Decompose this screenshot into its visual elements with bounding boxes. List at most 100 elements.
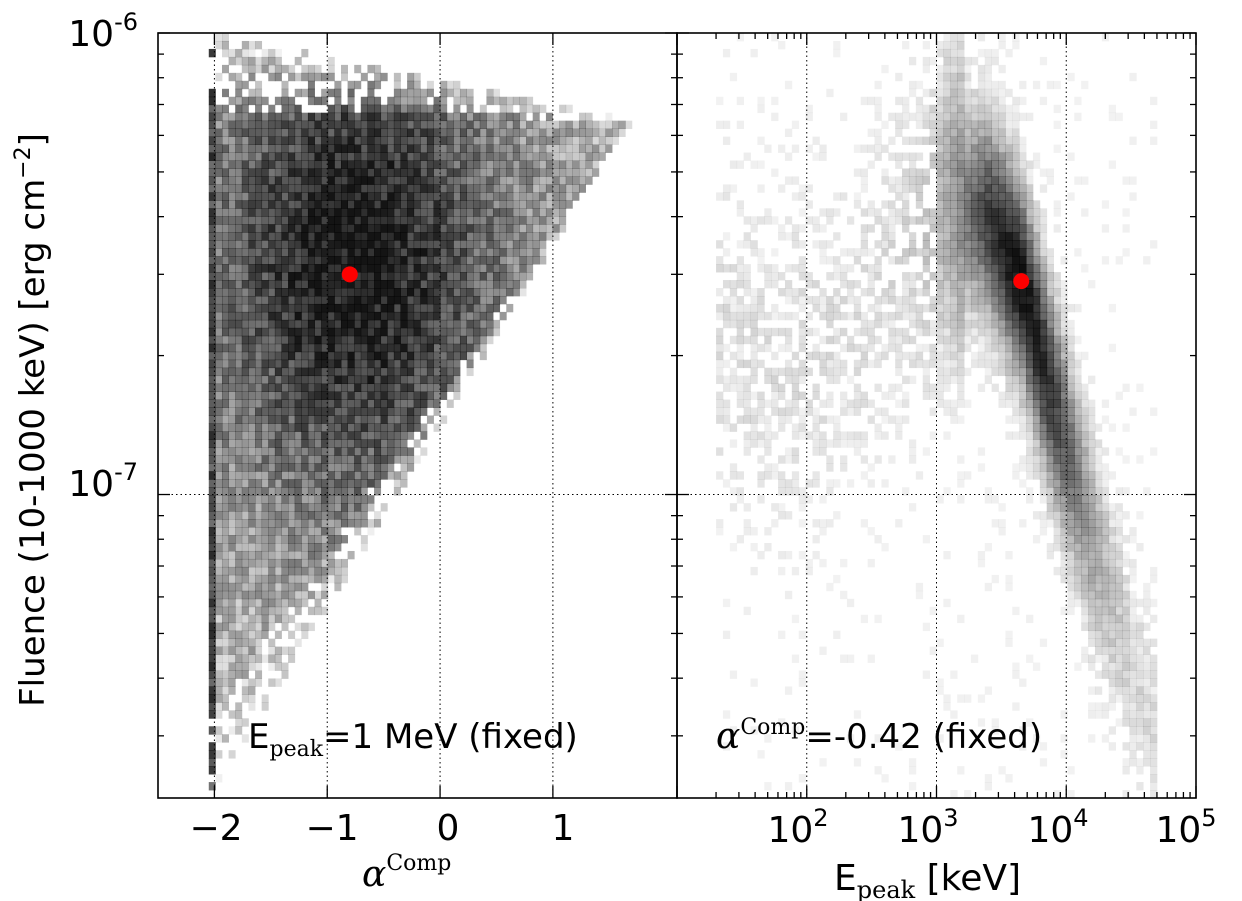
right-density-cell (998, 184, 1006, 193)
right-density-cell (977, 96, 986, 106)
left-density-cell (334, 303, 342, 313)
right-density-cell (1026, 399, 1034, 408)
left-density-cell (221, 574, 230, 584)
left-density-cell (440, 415, 448, 424)
right-density-cell (929, 407, 937, 416)
right-density-cell (1005, 112, 1013, 122)
right-density-cell (984, 248, 993, 257)
right-density-cell (1053, 391, 1061, 400)
left-density-cell (387, 399, 395, 408)
right-density-cell (784, 335, 793, 345)
left-density-cell (420, 256, 428, 265)
left-density-cell (274, 582, 282, 592)
right-density-cell (764, 311, 772, 321)
right-density-cell (1012, 351, 1020, 361)
right-density-cell (957, 280, 965, 289)
left-density-cell (307, 64, 315, 74)
right-density-cell (1012, 359, 1020, 369)
right-density-cell (1046, 168, 1055, 177)
right-density-cell (991, 240, 999, 249)
right-density-cell (991, 495, 999, 504)
left-density-cell (532, 112, 540, 122)
left-density-cell (307, 295, 315, 305)
left-density-cell (228, 168, 236, 177)
right-density-cell (943, 232, 951, 241)
right-density-cell (1108, 535, 1117, 544)
left-density-cell (512, 120, 520, 130)
left-density-cell (327, 495, 335, 504)
left-density-cell (228, 439, 236, 448)
right-density-cell (1039, 391, 1048, 400)
left-density-cell (407, 319, 415, 329)
right-density-cell (950, 40, 958, 50)
right-density-cell (764, 264, 772, 273)
left-density-cell (255, 495, 263, 504)
right-density-cell (908, 766, 917, 775)
left-density-cell (499, 200, 507, 209)
left-density-cell (307, 511, 315, 520)
left-density-cell (321, 272, 329, 281)
left-density-cell (235, 264, 243, 273)
left-density-cell (354, 64, 362, 74)
right-density-cell (833, 415, 841, 424)
right-density-cell (1060, 511, 1068, 520)
left-density-cell (426, 288, 434, 297)
left-density-cell (486, 128, 494, 137)
left-density-cell (387, 311, 395, 321)
left-density-cell (228, 96, 236, 106)
left-density-cell (387, 128, 395, 137)
right-density-cell (1108, 503, 1117, 512)
right-density-cell (984, 288, 993, 297)
left-density-cell (228, 566, 236, 576)
left-density-cell (274, 439, 282, 448)
left-density-cell (208, 256, 216, 265)
left-density-cell (327, 104, 335, 114)
right-density-cell (1012, 375, 1020, 385)
right-density-cell (1060, 359, 1068, 369)
left-density-cell (367, 128, 375, 137)
right-density-cell (1019, 264, 1027, 273)
right-density-cell (778, 311, 786, 321)
left-density-cell (334, 88, 342, 98)
left-density-cell (545, 176, 553, 185)
right-density-cell (1108, 614, 1117, 624)
right-density-cell (888, 240, 896, 249)
left-density-cell (400, 144, 408, 153)
left-density-cell (235, 439, 243, 448)
left-density-cell (294, 311, 302, 321)
left-density-cell (307, 391, 315, 400)
right-density-cell (867, 280, 875, 289)
left-density-cell (321, 160, 329, 169)
left-density-cell (400, 112, 408, 122)
left-density-cell (307, 439, 315, 448)
right-density-cell (1032, 463, 1041, 472)
left-density-cell (526, 176, 534, 185)
right-density-cell (881, 774, 889, 783)
right-density-cell (722, 232, 731, 241)
right-density-cell (977, 136, 986, 145)
right-density-cell (957, 192, 965, 201)
left-density-cell (433, 288, 441, 297)
left-density-cell (413, 295, 421, 305)
left-density-cell (261, 208, 269, 217)
left-density-cell (327, 479, 335, 488)
left-density-cell (354, 128, 362, 137)
left-density-cell (354, 335, 362, 345)
right-density-cell (1094, 646, 1103, 655)
right-density-cell (833, 359, 841, 369)
left-density-cell (400, 359, 408, 369)
right-density-cell (860, 359, 869, 369)
left-density-cell (301, 574, 309, 584)
right-density-cell (757, 455, 765, 464)
left-density-cell (208, 351, 216, 361)
right-density-cell (1060, 455, 1068, 464)
right-density-cell (1101, 495, 1110, 504)
left-density-cell (248, 407, 256, 416)
left-density-cell (340, 574, 349, 584)
right-density-cell (936, 136, 944, 145)
left-density-cell (215, 351, 223, 361)
left-density-cell (347, 351, 355, 361)
right-density-cell (798, 192, 807, 201)
left-density-cell (281, 399, 289, 408)
right-density-cell (950, 144, 958, 153)
